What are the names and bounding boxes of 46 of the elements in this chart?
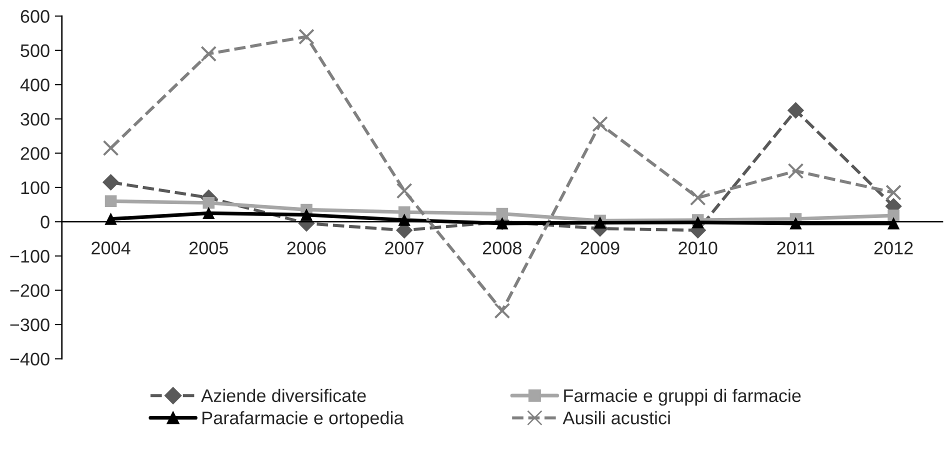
point <box>790 218 802 230</box>
point <box>300 208 312 221</box>
point <box>496 218 508 230</box>
y-tick-label: −300 <box>10 318 50 332</box>
point <box>102 140 119 156</box>
point <box>788 102 804 119</box>
x-tick-label: 2007 <box>385 242 424 254</box>
y-tick-label: 0 <box>40 216 50 228</box>
x-tick-label: 2005 <box>189 242 228 254</box>
point <box>592 116 608 132</box>
y-tick-label: 300 <box>20 112 50 126</box>
point <box>102 174 120 191</box>
y-tick-label: −400 <box>10 352 50 366</box>
point <box>298 28 314 45</box>
point <box>202 196 215 209</box>
point <box>888 218 900 230</box>
y-tick-label: 500 <box>20 44 50 58</box>
legend-label: Ausili acustici <box>562 411 670 424</box>
point <box>398 206 410 218</box>
point <box>496 208 508 220</box>
point <box>202 207 215 220</box>
x-tick-label: 2006 <box>287 242 326 254</box>
x-tick-label: 2010 <box>678 242 718 254</box>
y-tick-label: 600 <box>20 10 50 23</box>
x-tick-label: 2011 <box>777 242 814 254</box>
point <box>200 46 217 62</box>
legend-label: Parafarmacie e ortopedia <box>202 411 404 428</box>
x-tick-label: 2012 <box>874 242 913 254</box>
legend-label: Aziende diversificate <box>201 388 366 402</box>
point <box>692 216 704 228</box>
y-tick-label: −200 <box>10 284 50 297</box>
point <box>494 302 510 319</box>
point <box>886 184 902 201</box>
x-tick-label: 2008 <box>483 242 522 254</box>
y-tick-label: 400 <box>20 78 50 92</box>
point <box>788 163 804 179</box>
y-tick-label: 200 <box>20 147 50 160</box>
point <box>690 190 706 206</box>
point <box>104 195 117 208</box>
point <box>888 210 900 222</box>
y-tick-label: 100 <box>21 181 50 194</box>
point <box>396 182 412 199</box>
x-tick-label: 2004 <box>92 242 130 254</box>
legend-label: Farmacie e gruppi di farmacie <box>564 388 801 406</box>
y-tick-label: −100 <box>10 250 50 263</box>
x-tick-label: 2009 <box>580 242 620 254</box>
